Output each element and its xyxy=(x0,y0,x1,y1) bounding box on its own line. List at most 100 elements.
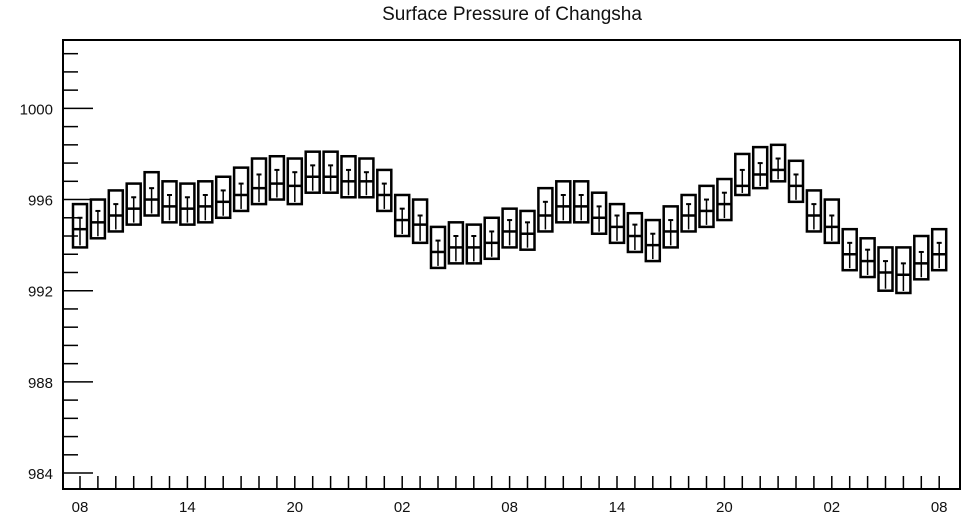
x-tick-label: 08 xyxy=(501,499,518,516)
box-body xyxy=(877,246,894,292)
box-mark xyxy=(71,202,89,249)
box-body xyxy=(89,198,107,240)
box-body xyxy=(107,189,125,233)
x-tick-label: 08 xyxy=(931,499,948,516)
box-mark xyxy=(644,218,662,263)
box-mark xyxy=(859,237,876,279)
box-mark xyxy=(519,209,536,251)
box-body xyxy=(483,216,500,261)
box-body xyxy=(519,209,536,251)
box-mark xyxy=(913,234,930,281)
y-tick-label: 988 xyxy=(28,375,53,392)
box-mark xyxy=(125,182,142,226)
box-mark xyxy=(787,159,805,204)
box-mark xyxy=(930,227,948,272)
box-mark xyxy=(447,221,465,265)
box-body xyxy=(805,189,823,233)
box-mark xyxy=(895,246,912,295)
box-mark xyxy=(877,246,894,292)
y-tick-label: 1000 xyxy=(20,101,53,118)
box-body xyxy=(913,234,930,281)
x-tick-label: 08 xyxy=(72,499,89,516)
box-body xyxy=(823,198,841,245)
box-mark xyxy=(734,152,751,197)
box-body xyxy=(501,207,518,249)
box-mark xyxy=(590,191,608,235)
box-body xyxy=(71,202,89,249)
box-series xyxy=(71,143,948,295)
box-body xyxy=(197,180,214,224)
box-body xyxy=(161,180,178,224)
box-body xyxy=(411,198,429,245)
box-body xyxy=(626,211,644,254)
box-body xyxy=(125,182,142,226)
y-tick-label: 996 xyxy=(28,193,53,210)
x-tick-label: 14 xyxy=(179,499,196,516)
box-mark xyxy=(662,205,679,249)
box-body xyxy=(716,177,733,222)
box-mark xyxy=(286,157,304,206)
box-body xyxy=(590,191,608,235)
x-tick-label: 20 xyxy=(286,499,303,516)
box-mark xyxy=(537,186,554,233)
box-mark xyxy=(716,177,733,222)
box-body xyxy=(608,202,626,245)
box-body xyxy=(841,227,858,272)
box-body xyxy=(465,223,483,265)
box-mark xyxy=(393,193,411,238)
box-mark xyxy=(823,198,841,245)
box-mark xyxy=(483,216,500,261)
box-body xyxy=(644,218,662,263)
box-body xyxy=(680,193,697,233)
box-body xyxy=(429,225,447,270)
x-axis: 08 14 20 02 08 14 20 02 08 xyxy=(72,476,948,516)
box-mark xyxy=(751,145,769,190)
box-mark xyxy=(626,211,644,254)
box-body xyxy=(179,182,196,226)
box-mark xyxy=(179,182,196,226)
box-mark xyxy=(805,189,823,233)
x-tick-label: 14 xyxy=(609,499,626,516)
box-body xyxy=(930,227,948,272)
box-mark xyxy=(340,154,357,199)
box-body xyxy=(143,170,160,217)
box-body xyxy=(895,246,912,295)
box-mark xyxy=(680,193,697,233)
box-body xyxy=(304,150,321,194)
x-tick-label: 02 xyxy=(823,499,840,516)
box-mark xyxy=(107,189,125,233)
box-body xyxy=(268,154,286,201)
box-body xyxy=(859,237,876,279)
y-tick-label: 992 xyxy=(28,284,53,301)
box-mark xyxy=(232,166,250,213)
box-body xyxy=(769,143,787,183)
x-tick-label: 20 xyxy=(716,499,733,516)
box-body xyxy=(734,152,751,197)
box-mark xyxy=(322,150,339,194)
x-tick-label: 02 xyxy=(394,499,411,516)
box-body xyxy=(698,184,715,229)
box-mark xyxy=(501,207,518,249)
box-mark xyxy=(304,150,321,194)
chart-title: Surface Pressure of Changsha xyxy=(382,4,642,25)
y-tick-label: 984 xyxy=(28,466,53,483)
box-mark xyxy=(572,180,590,224)
y-axis: 984 988 992 996 1000 xyxy=(20,52,93,483)
box-mark xyxy=(555,180,572,224)
box-body xyxy=(751,145,769,190)
box-body xyxy=(232,166,250,213)
box-body xyxy=(662,205,679,249)
box-mark xyxy=(608,202,626,245)
box-mark xyxy=(465,223,483,265)
box-body xyxy=(376,168,393,213)
box-body xyxy=(572,180,590,224)
box-mark xyxy=(841,227,858,272)
box-body xyxy=(214,175,232,220)
box-mark xyxy=(358,157,375,199)
box-body xyxy=(340,154,357,199)
box-body xyxy=(322,150,339,194)
box-body xyxy=(358,157,375,199)
box-body xyxy=(787,159,805,204)
box-mark xyxy=(268,154,286,201)
